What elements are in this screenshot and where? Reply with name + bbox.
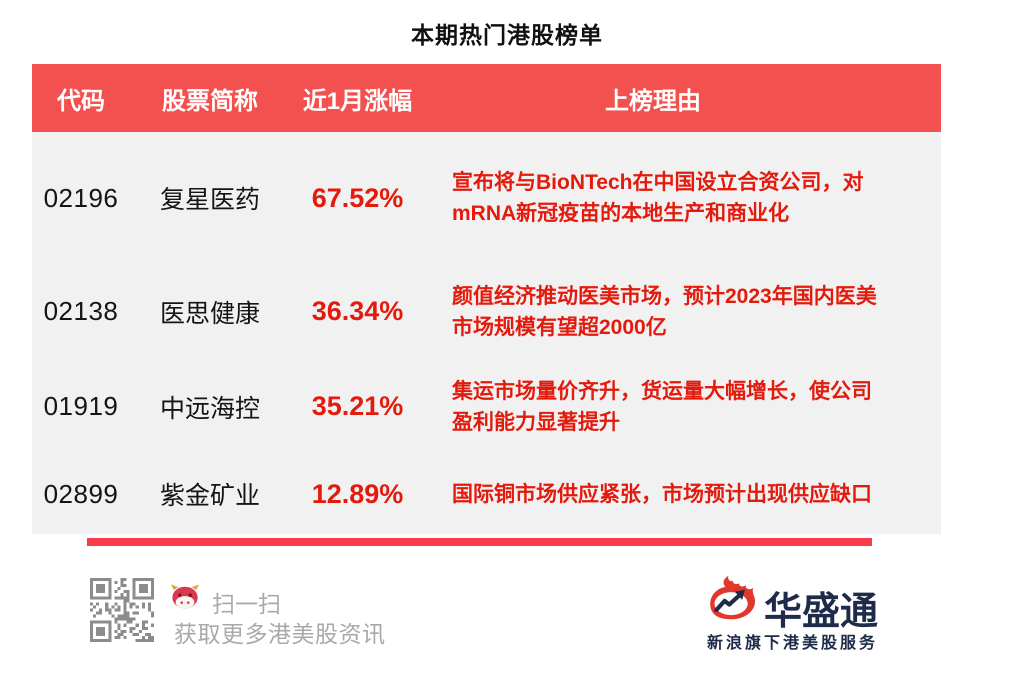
stock-reason: 国际铜市场供应紧张，市场预计出现供应缺口 [452, 482, 872, 506]
header-reason: 上榜理由 [605, 87, 701, 115]
stock-name: 中远海控 [159, 394, 260, 423]
stock-name: 紫金矿业 [159, 482, 260, 510]
table-row: 02138 医思健康 36.34% 颜值经济推动医美市场，预计2023年国内医美… [32, 264, 941, 359]
qr-code [90, 578, 154, 642]
table-row: 02899 紫金矿业 12.89% 国际铜市场供应紧张，市场预计出现供应缺口 [32, 454, 941, 534]
stock-change: 36.34% [311, 296, 404, 326]
sina-flame-icon [710, 575, 756, 620]
stock-reason: 集运市场量价齐升，货运量大幅增长，使公司盈利能力显著提升 [452, 379, 872, 434]
stock-reason: 颜值经济推动医美市场，预计2023年国内医美市场规模有望超2000亿 [452, 284, 877, 339]
stock-reason: 宣布将与BioNTech在中国设立合资公司，对mRNA新冠疫苗的本地生产和商业化 [452, 171, 864, 225]
header-code: 代码 [57, 87, 105, 115]
stock-code: 02138 [43, 296, 119, 326]
brand-subtitle: 新浪旗下港美股服务 [707, 635, 879, 652]
bull-mascot-icon [170, 584, 200, 609]
stock-name: 复星医药 [159, 186, 260, 214]
stock-change: 35.21% [311, 391, 404, 421]
footer-divider-bar [87, 538, 872, 546]
hot-stocks-table: 代码 股票简称 近1月涨幅 上榜理由 02196 复星医药 67.52% 宣布将… [32, 64, 941, 534]
stock-code: 02899 [43, 478, 119, 509]
table-row: 01919 中远海控 35.21% 集运市场量价齐升，货运量大幅增长，使公司盈利… [32, 359, 941, 454]
brand-name: 华盛通 [764, 591, 879, 633]
header-change: 近1月涨幅 [302, 87, 413, 115]
scan-subtitle: 获取更多港美股资讯 [174, 621, 386, 647]
table-body: 02196 复星医药 67.52% 宣布将与BioNTech在中国设立合资公司，… [32, 132, 941, 534]
stock-name: 医思健康 [159, 299, 260, 328]
table-header-row: 代码 股票简称 近1月涨幅 上榜理由 [32, 64, 941, 132]
page-title: 本期热门港股榜单 [411, 22, 603, 48]
stock-code: 02196 [43, 182, 119, 213]
table-row: 02196 复星医药 67.52% 宣布将与BioNTech在中国设立合资公司，… [32, 132, 941, 264]
stock-change: 67.52% [311, 182, 404, 213]
stock-code: 01919 [43, 391, 119, 421]
scan-label: 扫一扫 [212, 591, 281, 617]
header-name: 股票简称 [162, 87, 258, 115]
stock-change: 12.89% [311, 478, 404, 509]
